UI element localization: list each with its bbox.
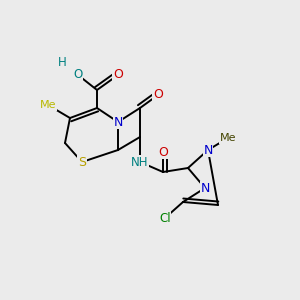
- Text: NH: NH: [131, 155, 149, 169]
- Text: Cl: Cl: [159, 212, 171, 224]
- Text: H: H: [58, 56, 66, 68]
- Text: N: N: [200, 182, 210, 194]
- Text: O: O: [158, 146, 168, 158]
- Text: Me: Me: [220, 133, 236, 143]
- Text: O: O: [113, 68, 123, 82]
- Text: O: O: [74, 68, 82, 82]
- Text: S: S: [78, 155, 86, 169]
- Text: N: N: [203, 143, 213, 157]
- Text: O: O: [153, 88, 163, 101]
- Text: N: N: [113, 116, 123, 128]
- Text: Me: Me: [40, 100, 56, 110]
